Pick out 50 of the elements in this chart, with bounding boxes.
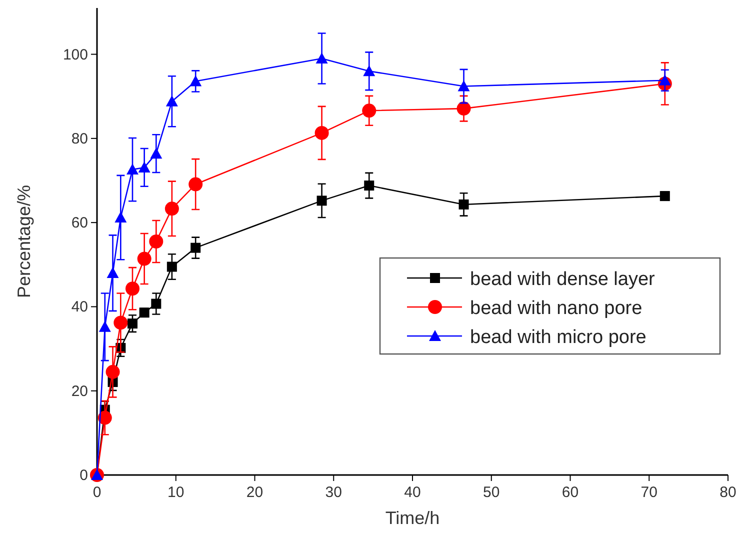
- y-tick-label: 0: [80, 467, 88, 484]
- point: [114, 316, 128, 330]
- point: [456, 102, 471, 116]
- x-tick-label: 0: [92, 484, 102, 501]
- y-tick-label: 80: [71, 130, 88, 148]
- x-tick-label: 50: [483, 484, 500, 501]
- point: [362, 104, 376, 118]
- point: [127, 318, 138, 329]
- point: [458, 199, 469, 210]
- legend-label: bead with micro pore: [470, 327, 646, 348]
- point: [150, 148, 162, 159]
- x-tick-label: 80: [720, 484, 736, 501]
- y-tick-label: 20: [71, 382, 88, 400]
- point: [658, 74, 671, 86]
- point: [114, 212, 127, 223]
- point: [166, 95, 178, 106]
- point: [106, 364, 120, 379]
- point: [149, 234, 164, 248]
- point: [151, 298, 162, 309]
- point: [190, 75, 202, 86]
- point: [164, 202, 179, 216]
- point: [458, 80, 470, 92]
- x-tick-label: 10: [168, 484, 184, 501]
- x-tick-label: 60: [562, 484, 579, 501]
- x-axis-title: Time/h: [385, 508, 440, 528]
- point: [166, 262, 177, 272]
- point: [137, 252, 152, 266]
- legend-label: bead with dense layer: [470, 269, 656, 290]
- point: [106, 267, 119, 278]
- point: [316, 52, 328, 64]
- point: [316, 196, 327, 206]
- x-tick-label: 40: [404, 484, 421, 501]
- point: [190, 242, 201, 253]
- y-tick-label: 100: [62, 46, 88, 64]
- y-tick-label: 40: [71, 298, 88, 316]
- point: [363, 65, 376, 76]
- point: [98, 410, 112, 425]
- point: [314, 126, 329, 140]
- x-tick-label: 20: [246, 484, 264, 501]
- y-axis-title: Percentage/%: [14, 184, 34, 298]
- legend-label: bead with nano pore: [470, 298, 642, 319]
- point: [98, 320, 111, 332]
- x-tick-label: 30: [325, 484, 342, 501]
- point: [126, 164, 138, 175]
- point: [364, 180, 374, 191]
- point: [188, 177, 203, 192]
- point: [138, 161, 150, 172]
- x-tick-label: 70: [640, 484, 658, 501]
- y-tick-label: 60: [71, 214, 88, 232]
- point: [125, 282, 140, 296]
